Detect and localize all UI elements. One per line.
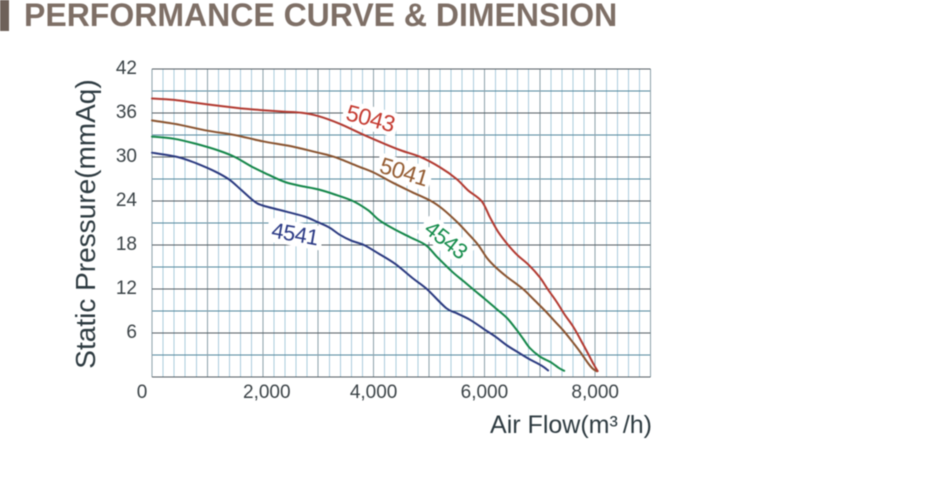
svg-text:18: 18 <box>116 234 137 255</box>
svg-text:36: 36 <box>116 102 137 123</box>
svg-text:42: 42 <box>116 58 137 79</box>
svg-text:0: 0 <box>137 382 148 403</box>
svg-text:6,000: 6,000 <box>461 382 509 403</box>
svg-text:4,000: 4,000 <box>350 382 398 403</box>
svg-text:8,000: 8,000 <box>571 382 619 403</box>
svg-text:24: 24 <box>116 190 138 211</box>
svg-text:12: 12 <box>116 278 137 299</box>
svg-text:Air Flow(m³/h): Air Flow(m³/h) <box>490 411 652 439</box>
svg-text:2,000: 2,000 <box>243 382 291 403</box>
svg-text:30: 30 <box>116 146 137 167</box>
svg-text:Static Pressure(mmAq): Static Pressure(mmAq) <box>70 79 101 368</box>
svg-text:6: 6 <box>126 322 137 343</box>
